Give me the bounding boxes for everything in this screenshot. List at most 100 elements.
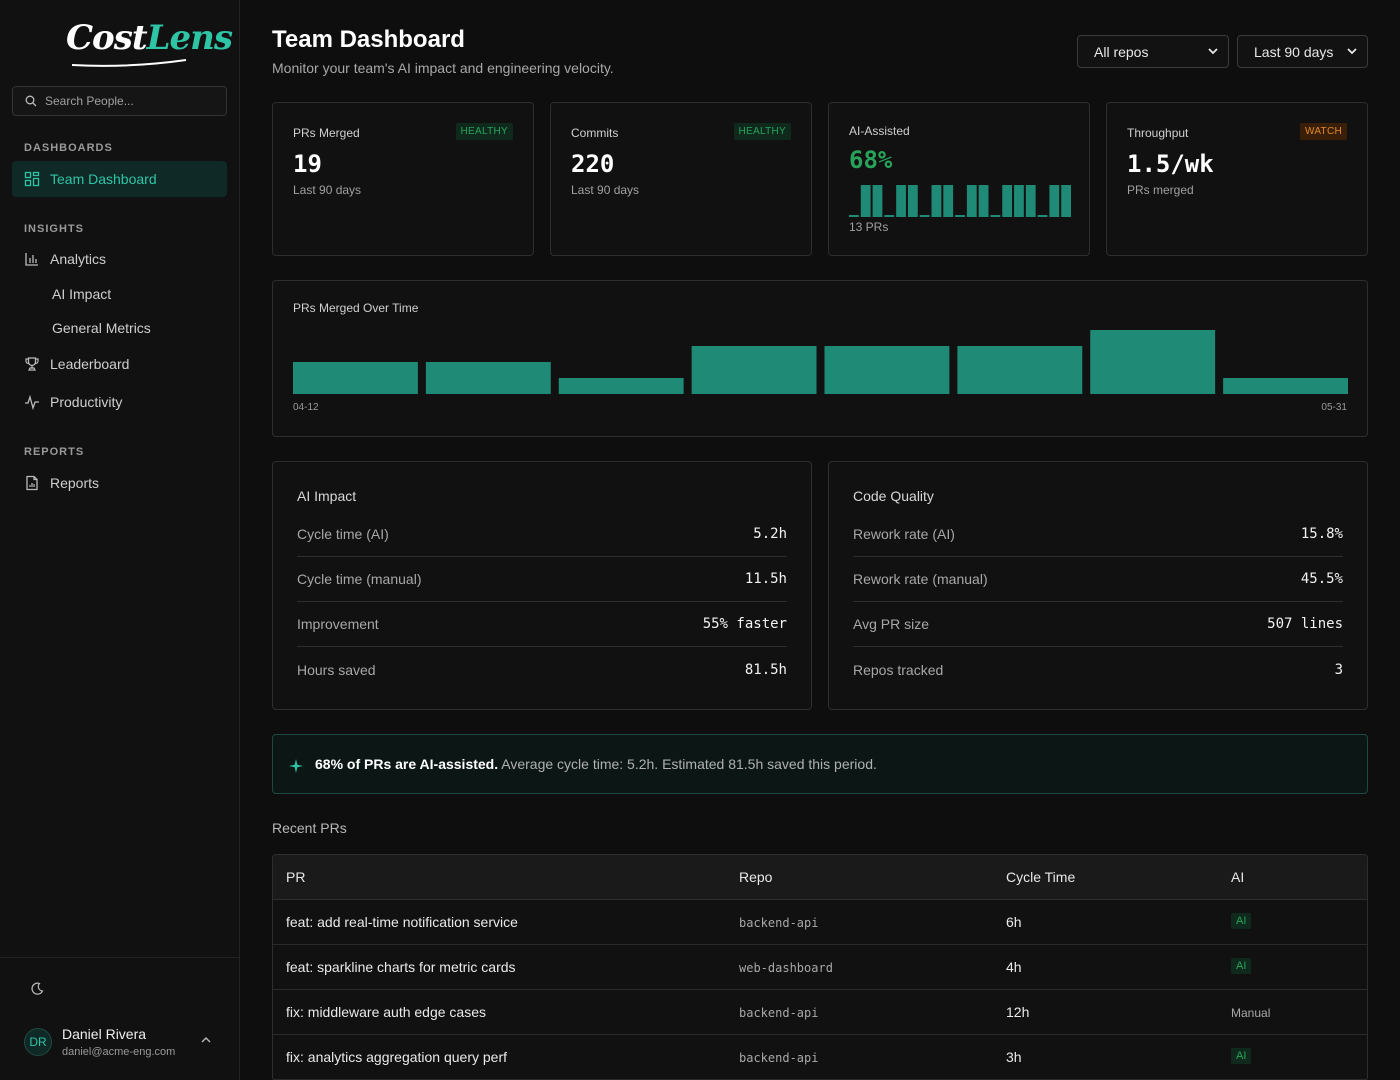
- metric-value: 45.5%: [1300, 571, 1343, 587]
- section-label-dashboards: DASHBOARDS: [24, 142, 113, 154]
- range-select-value: Last 90 days: [1254, 43, 1334, 60]
- sparkline-bar: [1002, 185, 1013, 217]
- pr-title[interactable]: fix: middleware auth edge cases: [286, 1004, 486, 1020]
- metric-row: Hours saved 81.5h: [297, 647, 787, 692]
- sidebar-item-label: Leaderboard: [50, 356, 130, 372]
- chevron-up-icon[interactable]: [200, 1036, 212, 1044]
- table-row[interactable]: feat: add real-time notification service…: [273, 900, 1367, 945]
- cycle-time: 3h: [1006, 1049, 1022, 1065]
- section-label-insights: INSIGHTS: [24, 223, 84, 235]
- page-subtitle: Monitor your team's AI impact and engine…: [272, 60, 614, 76]
- moon-icon[interactable]: [30, 982, 44, 996]
- chart-bar[interactable]: [824, 346, 950, 394]
- sparkline-bar: [849, 215, 859, 217]
- chart-bar[interactable]: [1223, 378, 1348, 394]
- kpi-card-prs-merged: PRs Merged HEALTHY 19 Last 90 days: [272, 102, 534, 256]
- sparkline-bar: [872, 185, 883, 217]
- ai-badge: AI: [1231, 958, 1252, 974]
- status-badge: WATCH: [1299, 123, 1347, 140]
- kpi-value: 220: [571, 150, 615, 178]
- column-header-ai[interactable]: AI: [1231, 869, 1245, 885]
- kpi-sub: 13 PRs: [849, 220, 889, 234]
- logo-word-lens: Lens: [146, 18, 233, 58]
- pr-title[interactable]: fix: analytics aggregation query perf: [286, 1049, 508, 1065]
- pr-title[interactable]: feat: add real-time notification service: [286, 914, 518, 930]
- sparkline-bar: [896, 185, 906, 217]
- sidebar-footer: DR Daniel Rivera daniel@acme-eng.com: [0, 957, 239, 1080]
- chart-bar[interactable]: [1090, 330, 1216, 394]
- kpi-card-commits: Commits HEALTHY 220 Last 90 days: [550, 102, 812, 256]
- chart-bar[interactable]: [293, 362, 418, 394]
- sparkle-icon: [289, 759, 303, 773]
- pr-title[interactable]: feat: sparkline charts for metric cards: [286, 959, 516, 975]
- prs-merged-chart: PRs Merged Over Time 04-12 05-31: [272, 280, 1368, 437]
- grid-icon: [24, 171, 40, 187]
- sidebar-item-leaderboard[interactable]: Leaderboard: [12, 346, 227, 382]
- chart-bar[interactable]: [691, 346, 817, 394]
- chart-bar[interactable]: [957, 346, 1083, 394]
- kpi-card-throughput: Throughput WATCH 1.5/wk PRs merged: [1106, 102, 1368, 256]
- metric-value: 5.2h: [753, 526, 787, 542]
- user-name: Daniel Rivera: [62, 1026, 147, 1042]
- repo-name: web-dashboard: [739, 961, 833, 975]
- sparkline-bar: [860, 185, 871, 217]
- ai-sparkline: [849, 185, 1071, 217]
- table-row[interactable]: fix: analytics aggregation query perf ba…: [273, 1035, 1367, 1080]
- banner-highlight: 68% of PRs are AI-assisted.: [315, 756, 499, 772]
- sidebar-subitem-ai-impact[interactable]: AI Impact: [52, 286, 112, 302]
- people-search[interactable]: [12, 86, 227, 116]
- metric-row: Repos tracked 3: [853, 647, 1343, 692]
- cycle-time: 6h: [1006, 914, 1022, 930]
- repo-name: backend-api: [739, 1006, 819, 1020]
- metric-row: Avg PR size 507 lines: [853, 602, 1343, 647]
- metric-value: 507 lines: [1267, 616, 1343, 632]
- search-input[interactable]: [45, 94, 205, 108]
- column-header-cycle-time[interactable]: Cycle Time: [1006, 869, 1076, 885]
- section-label-reports: REPORTS: [24, 446, 85, 458]
- kpi-label: AI-Assisted: [849, 124, 910, 138]
- section-title-recent-prs: Recent PRs: [272, 820, 347, 836]
- panel-title: AI Impact: [297, 488, 357, 504]
- column-header-pr[interactable]: PR: [286, 869, 306, 885]
- sidebar-item-label: Team Dashboard: [50, 171, 157, 187]
- sidebar-subitem-general-metrics[interactable]: General Metrics: [52, 320, 151, 336]
- kpi-sub: Last 90 days: [571, 183, 640, 197]
- page-title: Team Dashboard: [272, 26, 465, 53]
- chart-bar[interactable]: [558, 378, 684, 394]
- sidebar-item-team-dashboard[interactable]: Team Dashboard: [12, 161, 227, 197]
- chevron-down-icon: [1347, 48, 1357, 55]
- kpi-value: 19: [293, 150, 322, 178]
- sparkline-bar: [1014, 185, 1024, 217]
- ai-badge: AI: [1231, 1048, 1252, 1064]
- document-icon: [24, 475, 40, 491]
- sparkline-bar: [1025, 185, 1036, 217]
- metric-value: 55% faster: [702, 616, 787, 632]
- repo-select[interactable]: All repos: [1077, 35, 1229, 68]
- chart-bar[interactable]: [425, 362, 551, 394]
- bar-chart: [293, 330, 1348, 394]
- range-select[interactable]: Last 90 days: [1237, 35, 1368, 68]
- status-badge: HEALTHY: [455, 123, 513, 140]
- kpi-value: 1.5/wk: [1127, 150, 1214, 178]
- sidebar-item-analytics[interactable]: Analytics: [12, 241, 227, 277]
- sidebar: CostLens DASHBOARDS Team Dashboard INSIG…: [0, 0, 240, 1080]
- table-row[interactable]: feat: sparkline charts for metric cards …: [273, 945, 1367, 990]
- metric-row: Cycle time (manual) 11.5h: [297, 557, 787, 602]
- sidebar-item-reports[interactable]: Reports: [12, 465, 227, 501]
- costlens-logo[interactable]: CostLens: [66, 18, 233, 70]
- logo-word-cost: Cost: [66, 18, 148, 58]
- sparkline-bar: [884, 215, 895, 217]
- metric-name: Repos tracked: [853, 661, 944, 678]
- column-header-repo[interactable]: Repo: [739, 869, 773, 885]
- kpi-value: 68%: [849, 146, 893, 174]
- ai-badge: AI: [1231, 913, 1252, 929]
- activity-icon: [24, 394, 40, 410]
- kpi-label: PRs Merged: [293, 126, 360, 140]
- banner-text: Average cycle time: 5.2h. Estimated 81.5…: [501, 756, 877, 772]
- table-row[interactable]: fix: middleware auth edge cases backend-…: [273, 990, 1367, 1035]
- sidebar-item-productivity[interactable]: Productivity: [12, 384, 227, 420]
- kpi-label: Commits: [571, 126, 619, 140]
- recent-prs-table: PR Repo Cycle Time AI feat: add real-tim…: [272, 854, 1368, 1080]
- metric-row: Rework rate (AI) 15.8%: [853, 512, 1343, 557]
- avatar[interactable]: DR: [24, 1028, 52, 1056]
